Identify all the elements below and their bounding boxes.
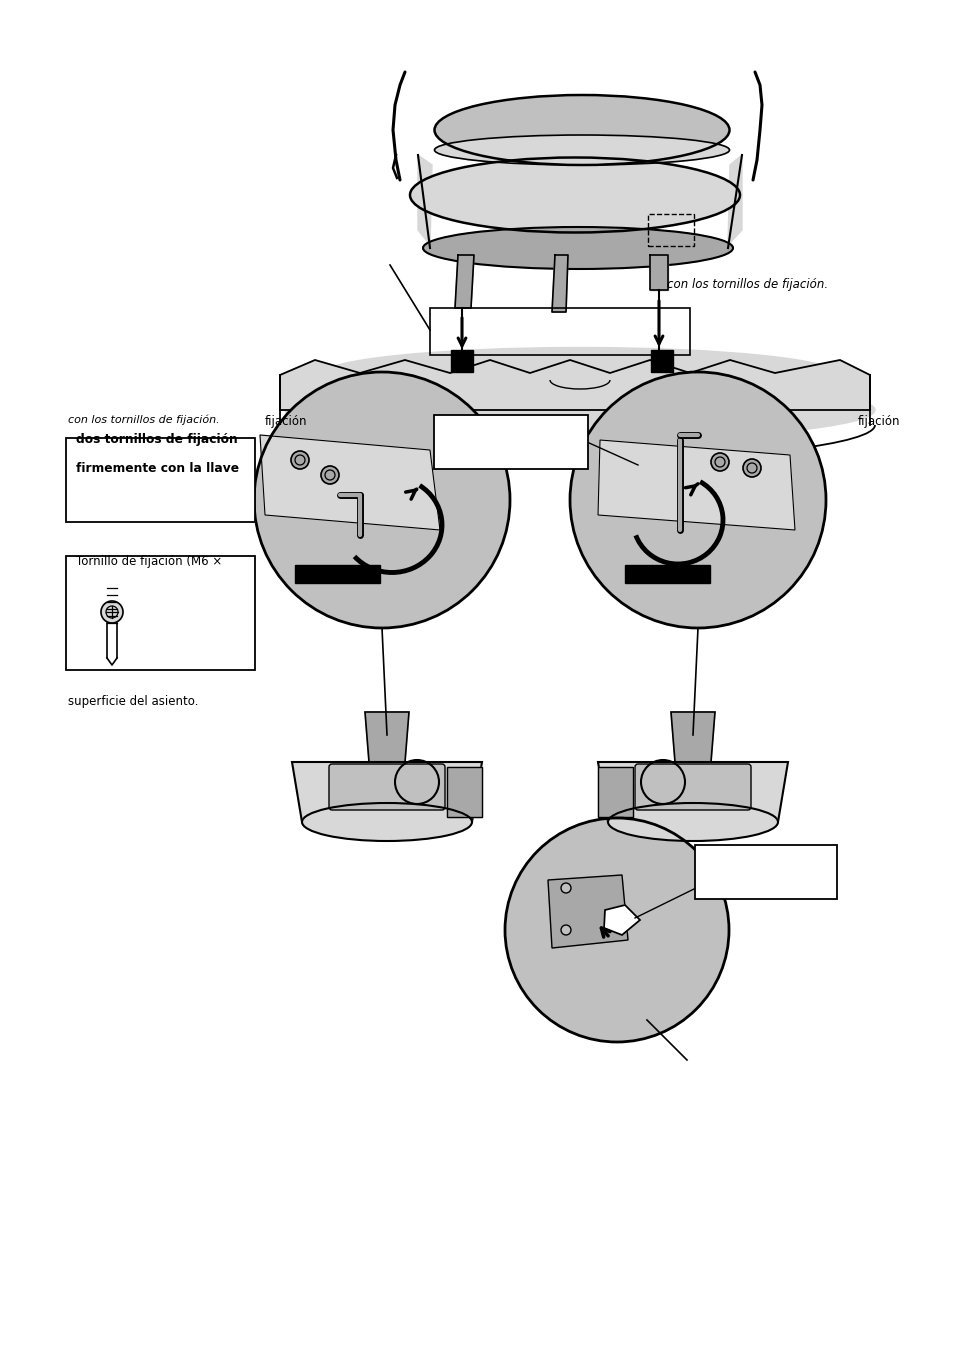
Polygon shape (552, 255, 567, 312)
Circle shape (742, 459, 760, 477)
Bar (647, 215, 693, 246)
Ellipse shape (319, 347, 840, 402)
FancyBboxPatch shape (695, 845, 836, 899)
Polygon shape (417, 155, 432, 244)
Text: con los tornillos de fijación.: con los tornillos de fijación. (68, 414, 219, 425)
Text: firmemente con la llave: firmemente con la llave (76, 462, 239, 475)
Text: dos tornillos de fijación: dos tornillos de fijación (76, 433, 237, 446)
Bar (598, 767, 633, 817)
Polygon shape (260, 435, 439, 531)
Ellipse shape (607, 803, 778, 841)
Ellipse shape (302, 803, 472, 841)
Circle shape (504, 818, 728, 1042)
Ellipse shape (285, 379, 874, 440)
Text: Tornillo de fijación (M6 ×: Tornillo de fijación (M6 × (76, 555, 222, 568)
Circle shape (569, 373, 825, 628)
Polygon shape (727, 155, 741, 244)
Circle shape (253, 373, 510, 628)
Bar (294, 566, 379, 583)
FancyBboxPatch shape (329, 764, 444, 810)
Ellipse shape (422, 227, 732, 269)
FancyBboxPatch shape (635, 764, 750, 810)
Ellipse shape (410, 158, 740, 232)
Polygon shape (455, 255, 474, 308)
Text: superficie del asiento.: superficie del asiento. (68, 695, 198, 707)
FancyBboxPatch shape (66, 556, 254, 670)
Polygon shape (365, 711, 409, 761)
Polygon shape (598, 761, 787, 822)
Bar (624, 566, 709, 583)
Ellipse shape (434, 95, 729, 165)
Circle shape (291, 451, 309, 468)
Bar (650, 350, 672, 373)
Circle shape (560, 883, 571, 892)
FancyBboxPatch shape (66, 437, 254, 522)
Circle shape (320, 466, 338, 485)
Text: fijación: fijación (265, 414, 307, 428)
Bar (598, 767, 633, 817)
FancyBboxPatch shape (434, 414, 587, 468)
Polygon shape (280, 360, 869, 410)
Bar (447, 767, 481, 817)
Ellipse shape (434, 135, 729, 165)
Text: con los tornillos de fijación.: con los tornillos de fijación. (666, 278, 827, 292)
Polygon shape (547, 875, 627, 948)
Circle shape (560, 925, 571, 936)
Polygon shape (598, 440, 794, 531)
Text: fijación: fijación (857, 414, 900, 428)
Bar (451, 350, 473, 373)
Polygon shape (292, 761, 481, 822)
Polygon shape (649, 255, 667, 290)
Bar (447, 767, 481, 817)
Polygon shape (670, 711, 714, 761)
Circle shape (101, 601, 123, 622)
Polygon shape (603, 904, 639, 936)
Circle shape (710, 454, 728, 471)
